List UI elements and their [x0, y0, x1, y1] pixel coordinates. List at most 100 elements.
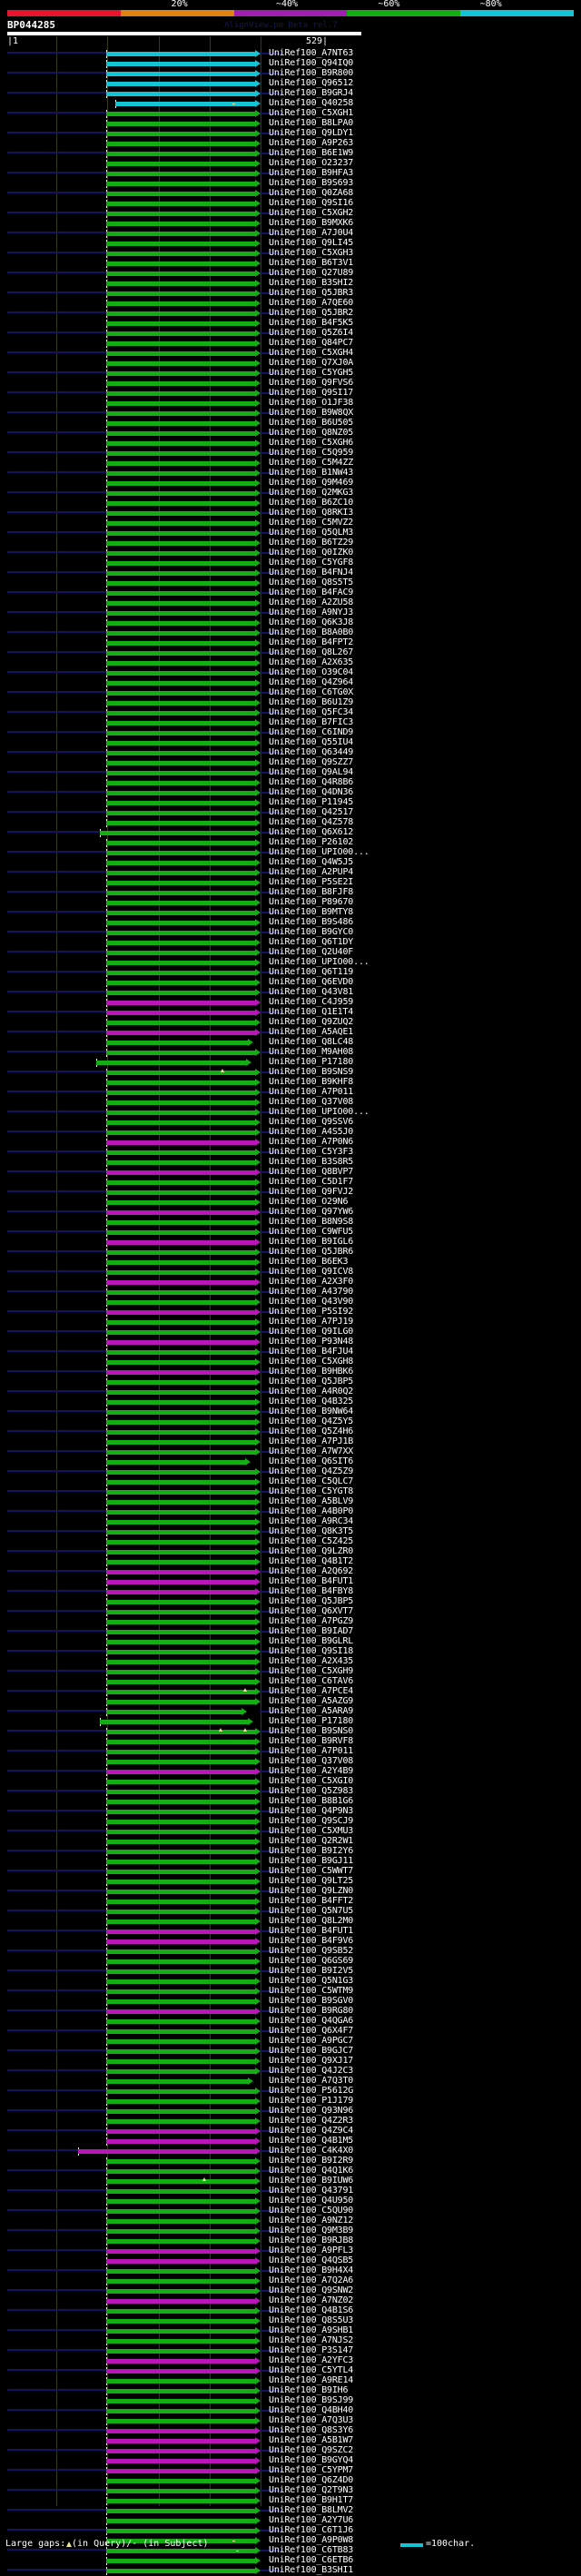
hit-label[interactable]: UniRef100_B9SGV0: [269, 1996, 354, 2006]
alignment-bar[interactable]: [105, 1840, 256, 1844]
alignment-row[interactable]: UniRef100_A7P011: [0, 1746, 581, 1757]
alignment-bar[interactable]: [105, 1310, 256, 1315]
hit-label[interactable]: UniRef100_Q4QGA6: [269, 2016, 354, 2026]
hit-label[interactable]: UniRef100_B9W8QX: [269, 408, 354, 418]
alignment-bar[interactable]: [105, 571, 256, 576]
alignment-row[interactable]: UniRef100_UPIO00...: [0, 847, 581, 858]
alignment-row[interactable]: UniRef100_B4FNJ4: [0, 568, 581, 578]
alignment-bar[interactable]: [105, 721, 256, 725]
alignment-bar[interactable]: [105, 651, 256, 656]
hit-label[interactable]: UniRef100_Q9SSV6: [269, 1117, 354, 1127]
alignment-bar[interactable]: [105, 841, 256, 845]
alignment-row[interactable]: UniRef100_Q9LDY1: [0, 128, 581, 139]
alignment-row[interactable]: UniRef100_B9RVF8: [0, 1736, 581, 1747]
alignment-bar[interactable]: [105, 1730, 256, 1734]
alignment-bar[interactable]: [105, 1290, 256, 1295]
alignment-bar[interactable]: [99, 831, 256, 835]
alignment-bar[interactable]: [105, 2429, 256, 2433]
hit-label[interactable]: UniRef100_B9GJ11: [269, 1856, 354, 1866]
alignment-row[interactable]: UniRef100_Q9LI45: [0, 238, 581, 249]
hit-label[interactable]: UniRef100_B9S486: [269, 917, 354, 927]
alignment-row[interactable]: UniRef100_Q9FVJ2: [0, 1187, 581, 1198]
alignment-row[interactable]: UniRef100_A7J0U4: [0, 228, 581, 239]
hit-label[interactable]: UniRef100_B3S8R5: [269, 1157, 354, 1167]
alignment-row[interactable]: UniRef100_Q84PC7: [0, 338, 581, 349]
alignment-bar[interactable]: [105, 2359, 256, 2364]
alignment-bar[interactable]: [105, 2299, 256, 2304]
alignment-row[interactable]: UniRef100_B3SHI1: [0, 2565, 581, 2576]
alignment-bar[interactable]: [105, 112, 256, 116]
alignment-row[interactable]: UniRef100_Q27U89: [0, 268, 581, 279]
alignment-bar[interactable]: [105, 731, 256, 735]
alignment-bar[interactable]: [105, 891, 256, 895]
hit-label[interactable]: UniRef100_Q4B1T2: [269, 1556, 354, 1566]
alignment-row[interactable]: UniRef100_Q43V81: [0, 987, 581, 998]
alignment-row[interactable]: UniRef100_P5SI92: [0, 1307, 581, 1318]
alignment-row[interactable]: UniRef100_C5D1F7: [0, 1177, 581, 1188]
alignment-row[interactable]: UniRef100_Q4J2C3: [0, 2066, 581, 2077]
alignment-row[interactable]: UniRef100_Q9SCJ9: [0, 1816, 581, 1827]
alignment-row[interactable]: UniRef100_Q5N7U5: [0, 1906, 581, 1917]
alignment-bar[interactable]: [105, 1640, 256, 1644]
alignment-row[interactable]: UniRef100_A9NZ12: [0, 2216, 581, 2226]
hit-label[interactable]: UniRef100_B9GYC0: [269, 927, 354, 937]
alignment-bar[interactable]: [105, 2219, 256, 2224]
hit-label[interactable]: UniRef100_B9RVF8: [269, 1736, 354, 1746]
alignment-row[interactable]: UniRef100_P5SE2I: [0, 877, 581, 888]
alignment-row[interactable]: UniRef100_B9HFA3: [0, 168, 581, 179]
alignment-row[interactable]: UniRef100_B9SNS9: [0, 1067, 581, 1078]
hit-label[interactable]: UniRef100_A5AQE1: [269, 1027, 354, 1037]
alignment-row[interactable]: UniRef100_A2Y7U6: [0, 2515, 581, 2526]
hit-label[interactable]: UniRef100_P5612G: [269, 2086, 354, 2096]
alignment-bar[interactable]: [105, 1410, 256, 1415]
alignment-row[interactable]: UniRef100_A4S5J0: [0, 1127, 581, 1138]
hit-label[interactable]: UniRef100_A9RC34: [269, 1516, 354, 1526]
hit-label[interactable]: UniRef100_C5QU90: [269, 2206, 354, 2216]
alignment-bar[interactable]: [105, 641, 256, 646]
alignment-bar[interactable]: [105, 92, 256, 96]
hit-label[interactable]: UniRef100_Q9AL94: [269, 767, 354, 777]
alignment-row[interactable]: UniRef100_Q9ICV8: [0, 1267, 581, 1278]
alignment-row[interactable]: UniRef100_Q37V08: [0, 1756, 581, 1767]
alignment-row[interactable]: UniRef100_B9SJ99: [0, 2395, 581, 2406]
alignment-row[interactable]: UniRef100_Q6XVT7: [0, 1606, 581, 1617]
alignment-bar[interactable]: [105, 391, 256, 396]
alignment-row[interactable]: UniRef100_A43790: [0, 1287, 581, 1298]
alignment-row[interactable]: UniRef100_Q9SZC2: [0, 2445, 581, 2456]
alignment-row[interactable]: UniRef100_A7QE60: [0, 298, 581, 309]
hit-label[interactable]: UniRef100_A7P0N6: [269, 1137, 354, 1147]
hit-label[interactable]: UniRef100_B9HFA3: [269, 168, 354, 178]
alignment-row[interactable]: UniRef100_B6E1W9: [0, 148, 581, 159]
alignment-bar[interactable]: [105, 541, 256, 546]
hit-label[interactable]: UniRef100_B3SHI1: [269, 2565, 354, 2575]
hit-label[interactable]: UniRef100_B4FPT2: [269, 637, 354, 647]
alignment-row[interactable]: UniRef100_Q8K3T5: [0, 1526, 581, 1537]
hit-label[interactable]: UniRef100_B6ZC10: [269, 498, 354, 508]
hit-label[interactable]: UniRef100_Q8BVP7: [269, 1167, 354, 1177]
alignment-bar[interactable]: [105, 941, 256, 945]
alignment-bar[interactable]: [105, 791, 256, 795]
alignment-row[interactable]: UniRef100_C6IND9: [0, 727, 581, 738]
hit-label[interactable]: UniRef100_C5XGH1: [269, 108, 354, 118]
hit-label[interactable]: UniRef100_P5SI92: [269, 1307, 354, 1317]
hit-label[interactable]: UniRef100_Q5N1G3: [269, 1976, 354, 1986]
alignment-bar[interactable]: [99, 1720, 248, 1724]
alignment-bar[interactable]: [105, 1001, 256, 1005]
alignment-row[interactable]: UniRef100_A5BLV9: [0, 1496, 581, 1507]
alignment-bar[interactable]: [105, 581, 256, 586]
alignment-bar[interactable]: [105, 1939, 256, 1944]
alignment-row[interactable]: UniRef100_C5XGH3: [0, 248, 581, 259]
alignment-row[interactable]: UniRef100_A9P263: [0, 138, 581, 149]
hit-label[interactable]: UniRef100_B8B1G6: [269, 1796, 354, 1806]
alignment-row[interactable]: UniRef100_Q2MKG3: [0, 488, 581, 498]
alignment-bar[interactable]: [105, 961, 256, 965]
hit-label[interactable]: UniRef100_Q4Z5Z9: [269, 1466, 354, 1476]
alignment-bar[interactable]: [105, 172, 256, 176]
alignment-bar[interactable]: [105, 2029, 256, 2034]
hit-label[interactable]: UniRef100_Q5Z6I4: [269, 328, 354, 338]
alignment-row[interactable]: UniRef100_Q9SI18: [0, 1646, 581, 1657]
hit-label[interactable]: UniRef100_Q5JBP5: [269, 1596, 354, 1606]
alignment-row[interactable]: UniRef100_Q6X612: [0, 827, 581, 838]
alignment-bar[interactable]: [105, 401, 256, 406]
hit-label[interactable]: UniRef100_B9GRJ4: [269, 88, 354, 98]
